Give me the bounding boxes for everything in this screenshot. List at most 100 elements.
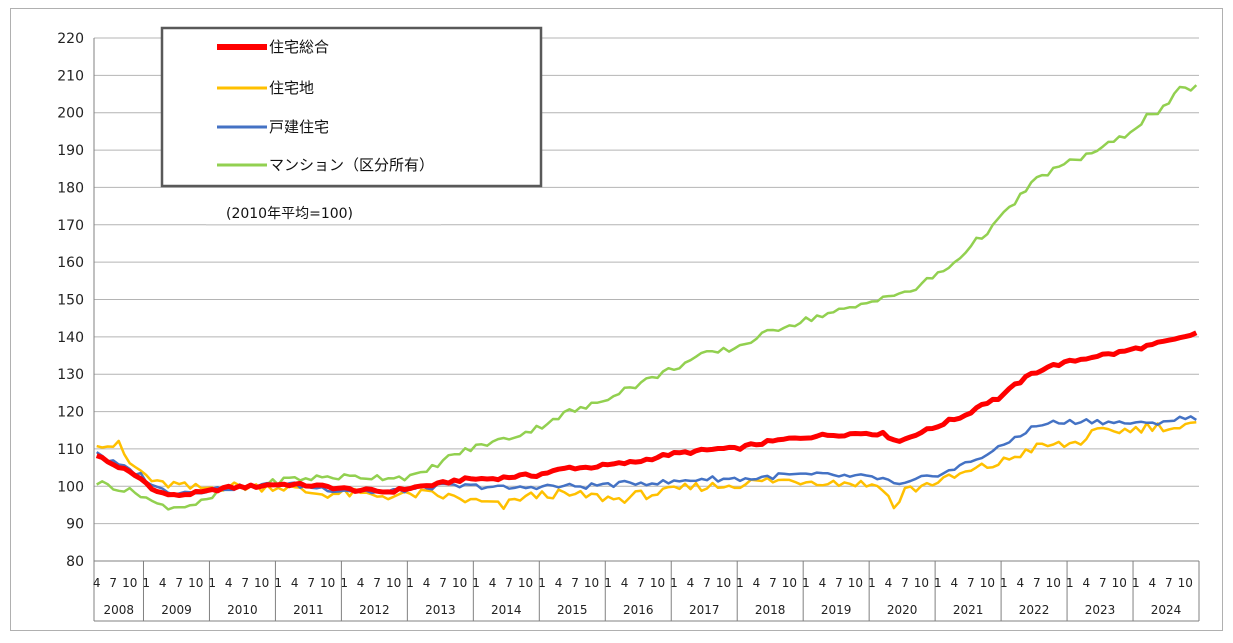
x-month-label: 7 [703,576,711,590]
x-year-label: 2012 [359,603,390,617]
x-month-label: 10 [980,576,995,590]
x-month-label: 10 [518,576,533,590]
index-base-note: (2010年平均=100) [226,206,353,222]
y-tick-label: 80 [66,554,84,570]
x-month-label: 1 [472,576,480,590]
x-month-label: 10 [716,576,731,590]
x-month-label: 7 [1165,576,1173,590]
y-tick-label: 90 [66,517,84,533]
x-year-label: 2014 [491,603,522,617]
y-tick-label: 210 [57,68,84,84]
x-month-label: 10 [452,576,467,590]
x-month-label: 7 [769,576,777,590]
legend-label-land: 住宅地 [269,79,314,97]
x-year-label: 2023 [1085,603,1116,617]
x-month-label: 7 [175,576,183,590]
x-month-label: 1 [1066,576,1074,590]
x-month-label: 1 [1132,576,1140,590]
x-year-label: 2011 [293,603,324,617]
series-line-residential-total [95,330,1198,498]
x-month-label: 7 [439,576,447,590]
x-month-label: 10 [848,576,863,590]
x-month-label: 10 [188,576,203,590]
x-month-label: 1 [604,576,612,590]
x-month-label: 10 [254,576,269,590]
line-chart: 8090100110120130140150160170180190200210… [57,26,1200,622]
series-line-land [96,420,1197,511]
x-month-label: 1 [406,576,414,590]
x-month-label: 1 [934,576,942,590]
x-month-label: 7 [1033,576,1041,590]
y-tick-label: 140 [57,330,84,346]
x-year-label: 2009 [161,603,192,617]
x-month-label: 4 [1017,576,1025,590]
x-month-label: 7 [109,576,117,590]
x-month-label: 4 [687,576,695,590]
y-tick-label: 100 [57,479,84,495]
y-tick-label: 160 [57,255,84,271]
x-month-label: 1 [274,576,282,590]
x-month-label: 10 [1046,576,1061,590]
x-month-label: 7 [637,576,645,590]
x-month-label: 1 [736,576,744,590]
x-month-label: 4 [885,576,893,590]
x-month-label: 4 [489,576,497,590]
x-month-label: 4 [93,576,101,590]
x-month-label: 10 [782,576,797,590]
y-tick-label: 170 [57,218,84,234]
x-month-label: 4 [225,576,233,590]
legend-label-condominium: マンション（区分所有） [269,156,434,174]
x-month-label: 7 [571,576,579,590]
y-tick-label: 180 [57,180,84,196]
chart-frame: 80 90 100 110 120 130 140 150 160 170 180 190 200 210… [10,8,1223,631]
x-month-label: 4 [357,576,365,590]
x-month-label: 7 [505,576,513,590]
legend: 住宅総合 住宅地 戸建住宅 マンション（区分所有） [160,26,543,188]
y-tick-label: 130 [57,367,84,383]
y-tick-label: 120 [57,405,84,421]
x-year-label: 2010 [227,603,258,617]
x-month-label: 10 [122,576,137,590]
x-year-label: 2022 [1019,603,1050,617]
x-month-label: 7 [373,576,381,590]
x-year-label: 2008 [103,603,134,617]
y-tick-label: 190 [57,143,84,159]
x-year-label: 2020 [887,603,918,617]
y-tick-label: 200 [57,106,84,122]
x-month-label: 1 [868,576,876,590]
x-month-label: 7 [967,576,975,590]
series-line-detached-house [95,415,1197,496]
legend-label-detached-house: 戸建住宅 [269,118,329,136]
x-month-label: 7 [307,576,315,590]
x-month-label: 4 [1148,576,1156,590]
x-month-label: 10 [320,576,335,590]
x-year-label: 2016 [623,603,654,617]
x-month-label: 4 [1082,576,1090,590]
x-month-label: 10 [386,576,401,590]
x-month-label: 1 [142,576,150,590]
x-month-label: 4 [621,576,629,590]
x-month-label: 4 [423,576,431,590]
x-year-label: 2017 [689,603,720,617]
x-month-label: 7 [901,576,909,590]
x-month-label: 7 [1099,576,1107,590]
x-year-label: 2013 [425,603,456,617]
x-month-label: 10 [1178,576,1193,590]
y-tick-label: 220 [57,31,84,47]
x-month-label: 1 [340,576,348,590]
legend-label-residential-total: 住宅総合 [269,38,329,56]
x-month-label: 10 [914,576,929,590]
x-month-label: 7 [241,576,249,590]
x-year-label: 2021 [953,603,984,617]
series-lines [95,84,1198,511]
x-year-label: 2024 [1151,603,1182,617]
y-tick-label: 150 [57,293,84,309]
x-month-label: 1 [538,576,546,590]
legend-box [160,26,543,188]
y-axis: 80 90 100 110 120 130 140 150 160 170 180 190 200 210… [57,31,95,621]
x-year-label: 2015 [557,603,588,617]
x-month-label: 4 [291,576,299,590]
y-tick-label: 110 [57,442,84,458]
x-month-label: 10 [1112,576,1127,590]
x-year-label: 2018 [755,603,786,617]
